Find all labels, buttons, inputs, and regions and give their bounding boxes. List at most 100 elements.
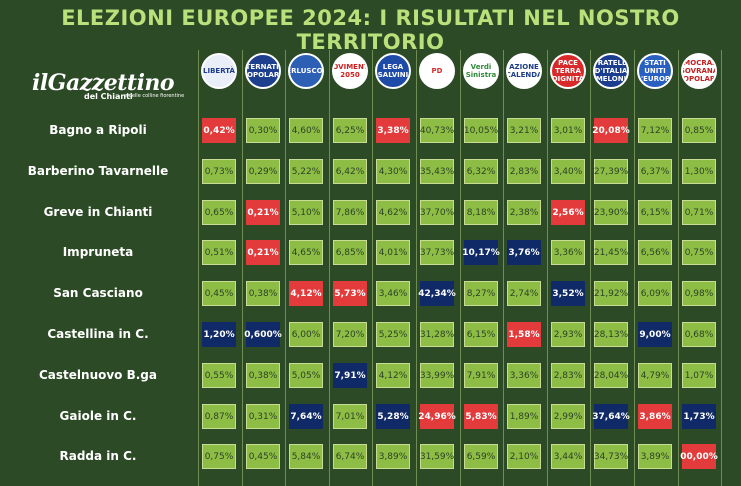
result-cell: 7,01%	[333, 404, 367, 429]
party-logo-label: MOVIMENTO 2050	[332, 63, 366, 79]
fratelli-ditalia-logo-icon: FRATELLI D'ITALIA MELONI	[593, 53, 629, 89]
result-cell: 1,73%	[682, 404, 716, 429]
result-cell: 3,46%	[376, 281, 410, 306]
result-cell: 37,64%	[592, 404, 630, 429]
logo-tagline: e delle colline fiorentine	[124, 93, 185, 99]
column-divider	[198, 50, 199, 486]
municipality-label: Castellina in C.	[47, 327, 149, 341]
page-title: ELEZIONI EUROPEE 2024: I RISULTATI NEL N…	[61, 6, 680, 54]
liberta-logo-icon: LIBERTÀ	[201, 53, 237, 89]
column-divider	[242, 50, 243, 486]
result-cell: 0,85%	[682, 118, 716, 143]
result-cell: 5,28%	[376, 404, 410, 429]
result-cell: 6,00%	[289, 322, 323, 347]
result-cell: 37,70%	[420, 200, 454, 225]
result-cell: 0,98%	[682, 281, 716, 306]
party-logo-label: LIBERTÀ	[203, 67, 235, 75]
result-cell: 6,15%	[464, 322, 498, 347]
column-divider	[547, 50, 548, 486]
result-cell: 3,44%	[551, 444, 585, 469]
result-cell: 0,29%	[246, 159, 280, 184]
result-cell: 0,71%	[682, 200, 716, 225]
result-cell: 31,59%	[420, 444, 454, 469]
result-cell: 21,45%	[594, 240, 628, 265]
result-cell: 2,93%	[551, 322, 585, 347]
municipality-label: Radda in C.	[59, 449, 137, 463]
result-cell: 00,00%	[680, 444, 718, 469]
column-divider	[329, 50, 330, 486]
party-logo-label: PACE TERRA DIGNITÀ	[551, 59, 585, 83]
municipality-label: Gaiole in C.	[59, 409, 137, 423]
municipality-label: Greve in Chianti	[43, 205, 153, 219]
party-logo-label: Verdi Sinistra	[465, 63, 497, 79]
result-cell: 4,65%	[289, 240, 323, 265]
result-cell: 0,38%	[246, 281, 280, 306]
forza-italia-logo-icon: BERLUSCONI	[288, 53, 324, 89]
result-cell: 2,10%	[507, 444, 541, 469]
result-cell: 37,73%	[420, 240, 454, 265]
column-divider	[372, 50, 373, 486]
result-cell: 6,85%	[333, 240, 367, 265]
result-cell: 0,87%	[202, 404, 236, 429]
result-cell: 2,83%	[551, 363, 585, 388]
result-cell: 5,10%	[289, 200, 323, 225]
result-cell: 10,17%	[462, 240, 500, 265]
result-cell: 7,12%	[638, 118, 672, 143]
result-cell: 4,12%	[376, 363, 410, 388]
result-cell: 3,40%	[551, 159, 585, 184]
result-cell: 35,43%	[420, 159, 454, 184]
result-cell: 0,68%	[682, 322, 716, 347]
result-cell: 10,05%	[464, 118, 498, 143]
result-cell: 4,79%	[638, 363, 672, 388]
result-cell: 5,83%	[464, 404, 498, 429]
result-cell: 5,73%	[333, 281, 367, 306]
municipality-label: Impruneta	[62, 245, 134, 259]
result-cell: 3,89%	[638, 444, 672, 469]
result-cell: 6,56%	[638, 240, 672, 265]
result-cell: 4,30%	[376, 159, 410, 184]
result-cell: 1,89%	[507, 404, 541, 429]
pd-logo-icon: PD	[419, 53, 455, 89]
result-cell: 0,42%	[202, 118, 236, 143]
result-cell: 21,92%	[594, 281, 628, 306]
party-logo-label: PD	[431, 67, 443, 75]
result-cell: 6,74%	[333, 444, 367, 469]
result-cell: 0,45%	[246, 444, 280, 469]
result-cell: 5,84%	[289, 444, 323, 469]
result-cell: 7,20%	[333, 322, 367, 347]
result-cell: 4,01%	[376, 240, 410, 265]
result-cell: 33,99%	[420, 363, 454, 388]
result-cell: 3,86%	[638, 404, 672, 429]
azione-logo-icon: AZIONE CALENDA	[506, 53, 542, 89]
result-cell: 8,18%	[464, 200, 498, 225]
result-cell: 9,00%	[638, 322, 672, 347]
movimento-5-stelle-logo-icon: MOVIMENTO 2050	[332, 53, 368, 89]
result-cell: 4,62%	[376, 200, 410, 225]
result-cell: 0,55%	[202, 363, 236, 388]
result-cell: 2,56%	[551, 200, 585, 225]
result-cell: 7,91%	[333, 363, 367, 388]
result-cell: 0,38%	[246, 363, 280, 388]
stati-uniti-europa-logo-icon: STATI UNITI D'EUROPA	[637, 53, 673, 89]
result-cell: 0,75%	[682, 240, 716, 265]
result-cell: 4,12%	[289, 281, 323, 306]
result-cell: 40,73%	[420, 118, 454, 143]
result-cell: 0,21%	[246, 200, 280, 225]
column-divider	[721, 50, 722, 486]
result-cell: 0,21%	[246, 240, 280, 265]
result-cell: 0,65%	[202, 200, 236, 225]
result-cell: 1,20%	[202, 322, 236, 347]
result-cell: 2,99%	[551, 404, 585, 429]
party-logo-label: BERLUSCONI	[290, 67, 323, 75]
column-divider	[416, 50, 417, 486]
result-cell: 2,83%	[507, 159, 541, 184]
result-cell: 6,25%	[333, 118, 367, 143]
column-divider	[460, 50, 461, 486]
result-cell: 0,51%	[202, 240, 236, 265]
result-cell: 6,15%	[638, 200, 672, 225]
result-cell: 1,58%	[507, 322, 541, 347]
result-cell: 4,60%	[289, 118, 323, 143]
democrazia-sovrana-popolare-logo-icon: DEMOCRAZIA SOVRANA POPOLARE	[681, 53, 717, 89]
result-cell: 3,36%	[551, 240, 585, 265]
result-cell: 2,38%	[507, 200, 541, 225]
